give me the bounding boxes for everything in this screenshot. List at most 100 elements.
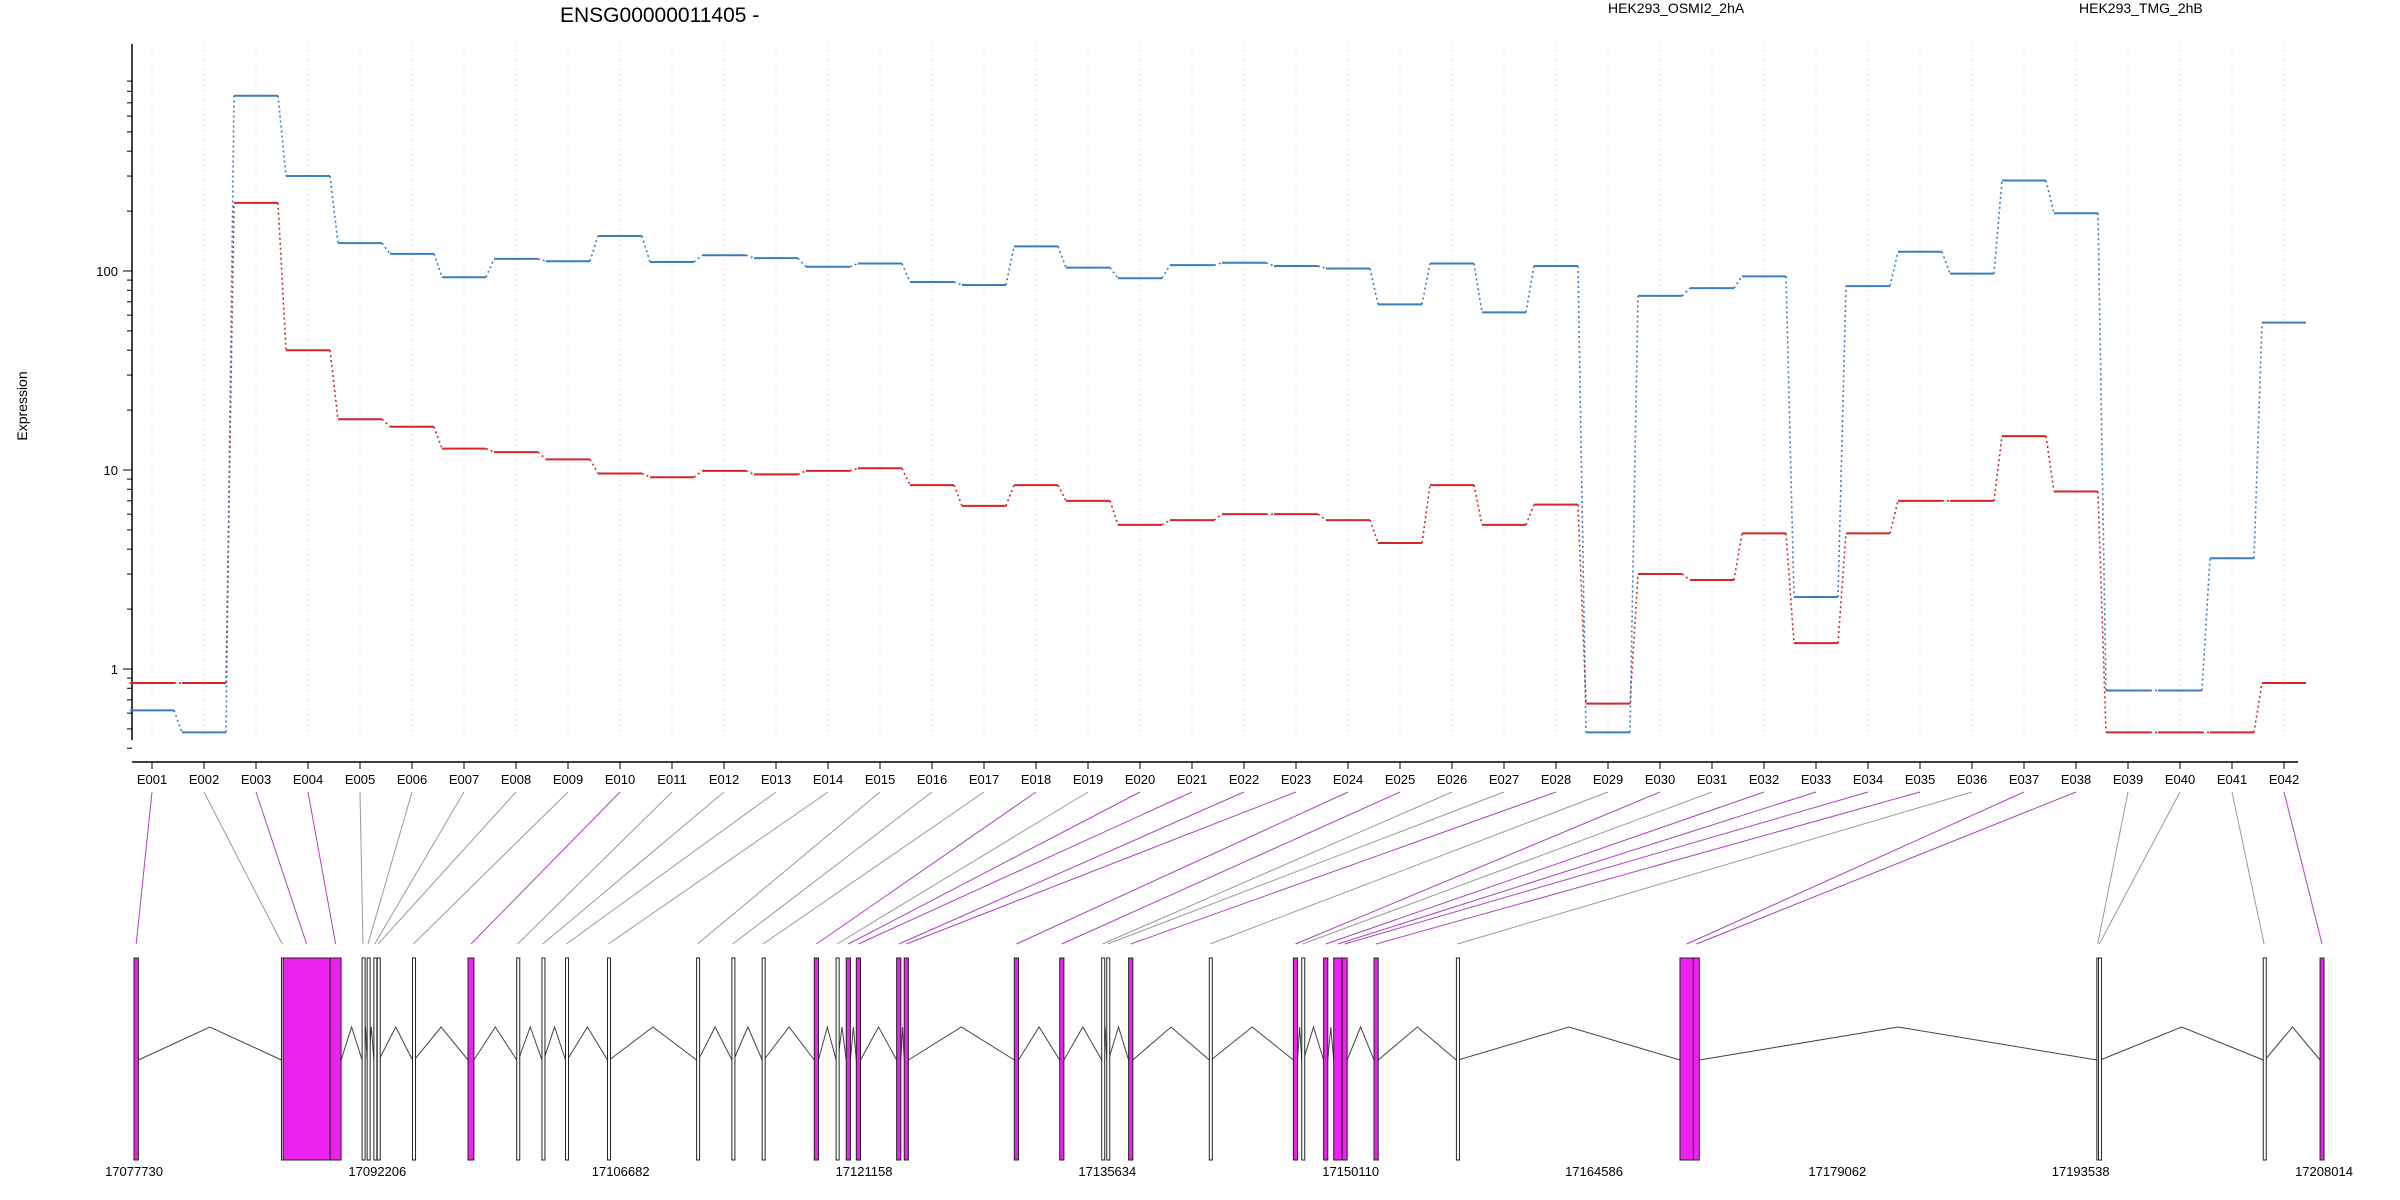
exon-connector bbox=[2283, 791, 2323, 945]
intron bbox=[1132, 1026, 1210, 1061]
x-tick-label: E025 bbox=[1385, 772, 1415, 787]
x-tick-label: E011 bbox=[657, 772, 686, 787]
exon-connector bbox=[1686, 791, 2025, 945]
x-tick-label: E016 bbox=[917, 772, 947, 787]
x-tick-label: E001 bbox=[137, 772, 167, 787]
expression-connector bbox=[1473, 484, 1483, 526]
exon-E005 bbox=[361, 957, 366, 1161]
expression-connector bbox=[1993, 180, 2003, 274]
exon-E028 bbox=[1128, 957, 1134, 1161]
intron bbox=[2100, 1026, 2264, 1061]
x-tick-label: E039 bbox=[2113, 772, 2143, 787]
exon-E017 bbox=[761, 957, 766, 1161]
intron bbox=[1063, 1025, 1103, 1061]
exon-connector bbox=[1344, 791, 1869, 945]
exon-connector bbox=[762, 791, 985, 945]
expression-connector bbox=[901, 467, 911, 486]
intron bbox=[849, 1026, 857, 1061]
intron bbox=[733, 1025, 763, 1061]
expression-connector bbox=[1629, 574, 1639, 704]
x-tick-label: E026 bbox=[1437, 772, 1467, 787]
expression-connector bbox=[745, 254, 755, 259]
exon-E011 bbox=[516, 957, 521, 1161]
exon-E019 bbox=[835, 957, 840, 1161]
x-tick-label: E022 bbox=[1229, 772, 1259, 787]
expression-connector bbox=[2045, 436, 2055, 492]
expression-connector bbox=[433, 253, 443, 278]
x-tick-label: E031 bbox=[1697, 772, 1727, 787]
genomic-coordinate-axis: 17077730 17092206 17106682 17121158 17135634… bbox=[105, 1164, 2353, 1179]
intron bbox=[860, 1025, 898, 1061]
exon-connector bbox=[542, 791, 725, 945]
x-tick-label: E021 bbox=[1177, 772, 1207, 787]
expression-connector bbox=[173, 710, 183, 733]
exon-connector bbox=[1457, 791, 1973, 945]
exon-E037 bbox=[1679, 957, 1694, 1161]
coordinate-label: 17092206 bbox=[348, 1164, 406, 1179]
expression-connector bbox=[797, 257, 807, 268]
exon-connector bbox=[359, 791, 364, 945]
expression-connector bbox=[1421, 263, 1431, 305]
intron bbox=[1297, 1026, 1303, 1061]
expression-connector bbox=[2097, 491, 2107, 733]
intron bbox=[517, 1025, 543, 1061]
intron bbox=[473, 1026, 518, 1061]
intron bbox=[566, 1026, 608, 1061]
exon-E003 bbox=[282, 957, 331, 1161]
exon-connector bbox=[836, 791, 1089, 945]
expression-connector bbox=[1109, 500, 1119, 526]
intron bbox=[378, 1025, 413, 1061]
expression-connector bbox=[1369, 519, 1379, 544]
exon-E016 bbox=[731, 957, 736, 1161]
expression-connector bbox=[2253, 322, 2263, 559]
x-tick-label: E004 bbox=[293, 772, 323, 787]
exon-E029 bbox=[1208, 957, 1213, 1161]
exon-connector bbox=[898, 791, 1245, 945]
exon-E020 bbox=[845, 957, 851, 1161]
x-tick-label: E029 bbox=[1593, 772, 1623, 787]
intron bbox=[2264, 1026, 2321, 1061]
x-tick-label: E003 bbox=[241, 772, 271, 787]
expression-connector bbox=[2097, 213, 2107, 691]
exon-connector bbox=[255, 791, 308, 945]
exon-E007 bbox=[373, 957, 378, 1161]
exon-E032 bbox=[1323, 957, 1329, 1161]
x-tick-label: E036 bbox=[1957, 772, 1987, 787]
coordinate-label: 17193538 bbox=[2052, 1164, 2110, 1179]
expression-connector bbox=[381, 418, 391, 428]
expression-connector bbox=[1681, 573, 1691, 581]
expression-connector bbox=[1265, 262, 1275, 267]
intron bbox=[1457, 1026, 1681, 1061]
exon-connector bbox=[2231, 791, 2265, 945]
chart-title: ENSG00000011405 - bbox=[560, 4, 759, 27]
exon-E015 bbox=[696, 957, 701, 1161]
exon-connector bbox=[1130, 791, 1557, 945]
exon-connector bbox=[2097, 791, 2129, 945]
coordinate-label: 17150110 bbox=[1322, 1164, 1379, 1179]
expression-connector bbox=[1525, 265, 1535, 313]
expression-connector bbox=[1317, 265, 1327, 270]
exon-connector bbox=[848, 791, 1141, 945]
expression-connector bbox=[745, 470, 755, 476]
expression-connector bbox=[1733, 275, 1743, 289]
exon-connector bbox=[1016, 791, 1349, 945]
exon-E008 bbox=[376, 957, 381, 1161]
exon-E025 bbox=[1059, 957, 1065, 1161]
exon-E024 bbox=[1013, 957, 1020, 1161]
exon-E031 bbox=[1301, 957, 1306, 1161]
expression-connector bbox=[693, 470, 703, 478]
intron bbox=[1377, 1026, 1457, 1061]
expression-connector bbox=[1057, 246, 1067, 268]
exon-connector bbox=[906, 791, 1297, 945]
expression-connector bbox=[1681, 287, 1691, 297]
y-axis: 1 10 100 bbox=[96, 44, 133, 749]
expression-connector bbox=[641, 472, 651, 478]
exon-E041 bbox=[2262, 957, 2267, 1161]
exon-E034 bbox=[1341, 957, 1348, 1161]
exon-connector bbox=[1209, 791, 1609, 945]
expression-connector bbox=[2253, 682, 2263, 733]
expression-connector bbox=[1161, 519, 1171, 526]
exon-connector bbox=[517, 791, 673, 945]
exon-connector bbox=[413, 791, 569, 945]
intron bbox=[608, 1026, 697, 1061]
